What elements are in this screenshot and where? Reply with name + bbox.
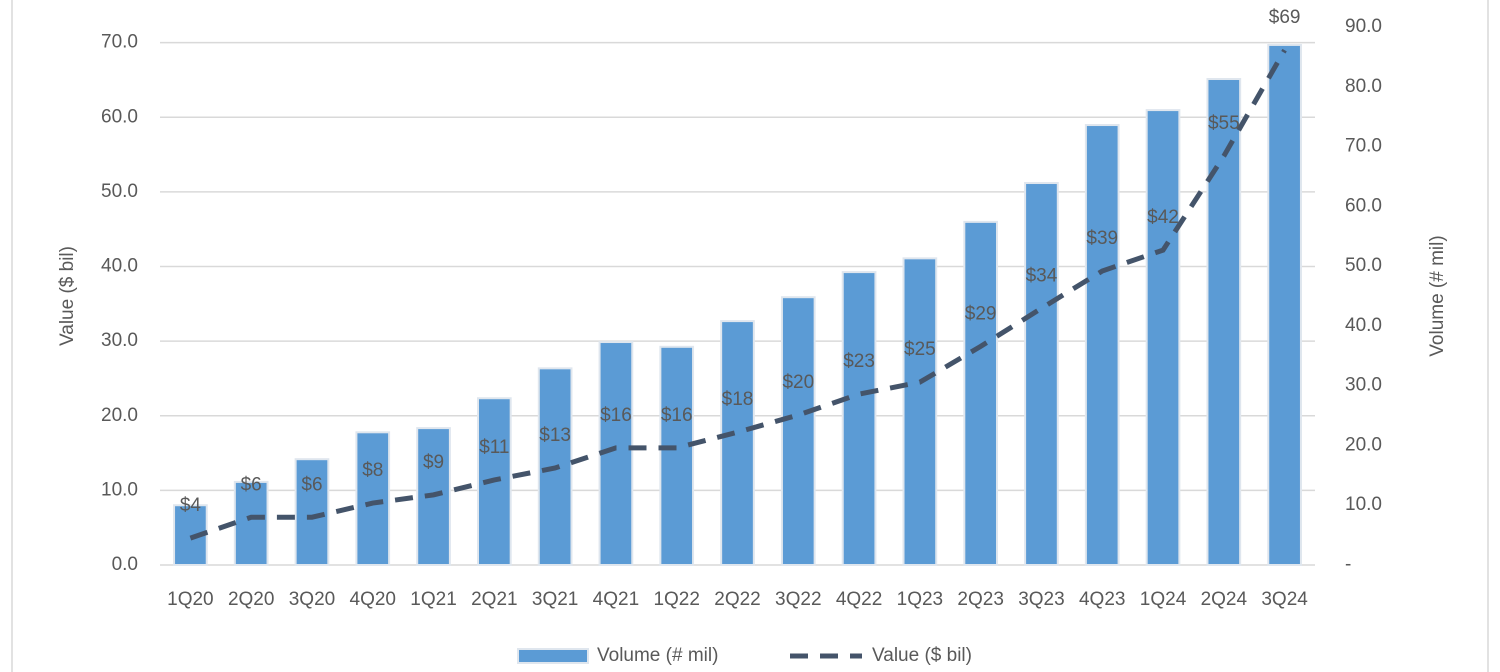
- x-tick-label: 3Q21: [532, 589, 578, 610]
- bar: [902, 257, 938, 566]
- data-label: $16: [600, 405, 632, 426]
- y2-tick-label: 80.0: [1345, 76, 1382, 97]
- x-tick-label: 1Q22: [653, 589, 699, 610]
- bar: [963, 220, 999, 566]
- x-tick-label: 1Q21: [410, 589, 456, 610]
- data-label: $16: [661, 405, 693, 426]
- y-tick-label: 0.0: [112, 554, 138, 575]
- x-tick-label: 2Q22: [714, 589, 760, 610]
- data-label: $69: [1269, 7, 1301, 28]
- data-label: $25: [904, 339, 936, 360]
- bar: [1024, 182, 1059, 567]
- data-label: $6: [241, 474, 262, 495]
- x-tick-label: 1Q20: [167, 589, 213, 610]
- y2-tick-label: 50.0: [1345, 255, 1382, 276]
- y-tick-label: 70.0: [101, 32, 138, 53]
- data-label: $20: [782, 372, 814, 393]
- x-tick-label: 1Q24: [1140, 589, 1187, 610]
- data-label: $13: [539, 425, 571, 446]
- x-tick-label: 3Q24: [1261, 589, 1308, 610]
- y2-tick-label: 10.0: [1345, 494, 1382, 515]
- x-tick-label: 1Q23: [897, 589, 943, 610]
- x-tick-label: 4Q23: [1079, 589, 1125, 610]
- data-label: $39: [1086, 228, 1118, 249]
- chart-frame: [11, 0, 1489, 672]
- data-label: $55: [1208, 113, 1240, 134]
- legend-label: Value ($ bil): [872, 645, 972, 666]
- y-tick-label: 60.0: [101, 106, 138, 127]
- data-label: $23: [843, 351, 875, 372]
- bar: [659, 345, 695, 566]
- y-tick-label: 10.0: [101, 479, 138, 500]
- bar: [1145, 109, 1181, 566]
- legend-label: Volume (# mil): [597, 645, 718, 666]
- data-label: $34: [1026, 265, 1058, 286]
- y2-tick-label: 60.0: [1345, 195, 1382, 216]
- x-tick-label: 2Q21: [471, 589, 517, 610]
- bar: [780, 296, 816, 566]
- data-label: $11: [479, 437, 509, 458]
- x-tick-label: 3Q22: [775, 589, 821, 610]
- y-tick-label: 50.0: [101, 181, 138, 202]
- y-tick-label: 30.0: [101, 330, 138, 351]
- y-tick-label: 40.0: [101, 256, 138, 277]
- legend-swatch: [517, 648, 589, 664]
- data-label: $9: [423, 452, 444, 473]
- x-tick-label: 4Q20: [350, 589, 396, 610]
- bar: [720, 320, 755, 566]
- bar: [537, 367, 573, 566]
- bar: [1267, 43, 1302, 566]
- bar: [1084, 124, 1120, 566]
- y2-tick-label: 70.0: [1345, 136, 1382, 157]
- bar: [233, 480, 269, 566]
- x-tick-label: 4Q21: [593, 589, 639, 610]
- bar: [1206, 78, 1242, 567]
- x-tick-label: 4Q22: [836, 589, 882, 610]
- y2-tick-label: 30.0: [1345, 375, 1382, 396]
- data-label: $8: [362, 460, 383, 481]
- x-tick-label: 3Q23: [1018, 589, 1064, 610]
- y2-tick-label: -: [1345, 554, 1351, 575]
- y2-tick-label: 40.0: [1345, 315, 1382, 336]
- y2-tick-label: 90.0: [1345, 16, 1382, 37]
- data-label: $29: [965, 303, 997, 324]
- y-tick-label: 20.0: [101, 405, 138, 426]
- bar: [294, 458, 330, 566]
- data-label: $18: [722, 389, 754, 410]
- line: [189, 48, 1287, 541]
- data-label: $6: [301, 474, 322, 495]
- x-tick-label: 2Q20: [228, 589, 274, 610]
- data-label: $42: [1147, 207, 1179, 228]
- x-tick-label: 2Q24: [1201, 589, 1248, 610]
- bar: [841, 271, 877, 566]
- y-axis-title: Value ($ bil): [57, 246, 78, 346]
- y2-tick-label: 20.0: [1345, 434, 1382, 455]
- x-tick-label: 3Q20: [289, 589, 335, 610]
- bar: [355, 431, 391, 566]
- x-tick-label: 2Q23: [957, 589, 1003, 610]
- y2-axis-title: Volume (# mil): [1427, 235, 1448, 356]
- data-label: $4: [180, 495, 202, 516]
